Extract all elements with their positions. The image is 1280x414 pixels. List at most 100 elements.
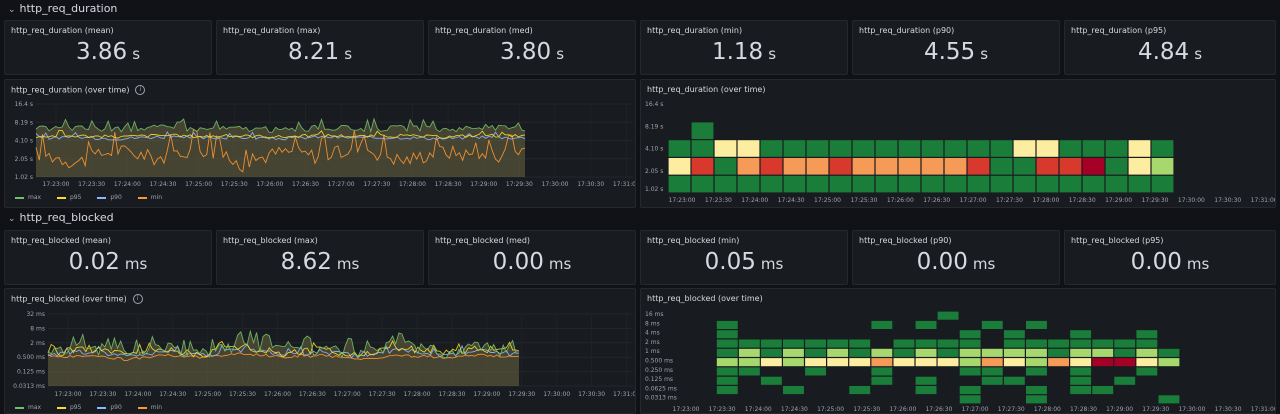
heatmap-cell [716, 367, 738, 376]
heatmap-cell [829, 175, 852, 193]
heatmap-cell [944, 175, 967, 193]
heatmap-cell [1105, 140, 1128, 157]
y-tick-label: 1.02 s [645, 186, 663, 193]
heatmap-cell [1026, 348, 1047, 357]
x-tick-label: 17:23:00 [673, 406, 700, 413]
x-tick-label: 17:30:30 [1214, 197, 1241, 204]
x-tick-label: 17:25:00 [194, 391, 221, 398]
heatmap-cell [871, 348, 893, 357]
heatmap-cell [1026, 395, 1047, 404]
heatmap-cell [716, 320, 738, 329]
x-tick-label: 17:25:00 [814, 197, 841, 204]
heatmap-cell [959, 348, 981, 357]
y-tick-label: 16.4 s [15, 101, 33, 108]
stat-panel-blocked-p90[interactable]: http_req_blocked (p90) 0.00 ms [852, 230, 1060, 285]
heatmap-cell [1003, 339, 1025, 348]
heatmap-cell [875, 140, 898, 157]
heatmap-cell [1082, 175, 1105, 193]
heatmap-cell [1013, 175, 1036, 193]
row-title: http_req_duration [19, 2, 118, 15]
legend-item-p95[interactable]: p95 [57, 404, 81, 411]
stat-panel-duration-p90[interactable]: http_req_duration (p90) 4.55 s [852, 20, 1060, 75]
heatmap-cell [871, 367, 893, 376]
x-tick-label: 17:25:30 [229, 391, 256, 398]
series-line-max [47, 329, 520, 360]
x-tick-label: 17:28:30 [438, 391, 465, 398]
x-tick-label: 17:31:00 [1251, 197, 1276, 204]
y-tick-label: 4.10 s [645, 146, 663, 153]
heatmap-cell [760, 339, 782, 348]
stat-panel-duration-min[interactable]: http_req_duration (min) 1.18 s [640, 20, 848, 75]
y-tick-label: 2 ms [645, 339, 660, 346]
legend-item-p90[interactable]: p90 [97, 194, 122, 201]
legend-item-p90[interactable]: p90 [97, 404, 122, 411]
panel-title: http_req_duration (max) [223, 26, 321, 35]
heatmap-cell [1114, 358, 1136, 367]
x-tick-label: 17:27:30 [998, 406, 1025, 413]
row-header-duration[interactable]: ⌄ http_req_duration [8, 1, 117, 17]
stat-panel-duration-max[interactable]: http_req_duration (max) 8.21 s [216, 20, 424, 75]
heatmap-cell [875, 158, 898, 175]
heatmap-cell [716, 348, 738, 357]
stat-panel-duration-p95[interactable]: http_req_duration (p95) 4.84 s [1064, 20, 1276, 75]
y-tick-label: 0.500 ms [645, 358, 673, 365]
heatmap-cell [937, 339, 959, 348]
x-tick-label: 17:23:00 [669, 197, 696, 204]
heatmap-cell [668, 175, 691, 193]
x-tick-label: 17:30:30 [1215, 406, 1242, 413]
heatmap-cell [967, 140, 990, 157]
x-tick-label: 17:28:30 [1070, 406, 1097, 413]
heatmap-cell [1070, 376, 1092, 385]
heatmap-cell [1082, 140, 1105, 157]
x-tick-label: 17:24:00 [124, 391, 151, 398]
y-tick-label: 4.10 s [15, 138, 33, 145]
heatmap-cell [875, 175, 898, 193]
heatmap-cell [1114, 376, 1136, 385]
stat-panel-blocked-p95[interactable]: http_req_blocked (p95) 0.00 ms [1064, 230, 1276, 285]
heatmap-cell [921, 158, 944, 175]
heatmap-cell [760, 140, 783, 157]
heatmap-cell [1070, 386, 1092, 395]
x-tick-label: 17:25:30 [221, 181, 248, 188]
series-area-fill [36, 118, 525, 177]
stat-panel-blocked-min[interactable]: http_req_blocked (min) 0.05 ms [640, 230, 848, 285]
timeseries-panel-duration[interactable]: http_req_duration (over time) i 16.4 s 8.1… [4, 79, 636, 208]
x-tick-label: 17:29:30 [1142, 406, 1169, 413]
stat-value: 4.55 s [923, 39, 989, 65]
x-tick-label: 17:27:00 [334, 391, 361, 398]
stat-panel-blocked-mean[interactable]: http_req_blocked (mean) 0.02 ms [4, 230, 212, 285]
stat-panel-blocked-med[interactable]: http_req_blocked (med) 0.00 ms [428, 230, 636, 285]
row-header-blocked[interactable]: ⌄ http_req_blocked [8, 210, 114, 226]
heatmap-cell [1114, 348, 1136, 357]
info-icon[interactable]: i [135, 85, 146, 95]
legend-item-p95[interactable]: p95 [57, 194, 81, 201]
heatmap-panel-blocked[interactable]: http_req_blocked (over time) 16 ms 8 ms 4 … [640, 288, 1276, 414]
x-tick-label: 17:23:30 [78, 181, 105, 188]
timeseries-panel-blocked[interactable]: http_req_blocked (over time) i 32 ms 8 ms 2… [4, 288, 636, 414]
info-icon[interactable]: i [132, 294, 143, 304]
heatmap-cell [760, 158, 783, 175]
legend-item-max[interactable]: max [15, 404, 41, 411]
stat-panel-blocked-max[interactable]: http_req_blocked (max) 8.62 ms [216, 230, 424, 285]
x-tick-label: 17:28:00 [1032, 197, 1059, 204]
stat-panel-duration-med[interactable]: http_req_duration (med) 3.80 s [428, 20, 636, 75]
x-tick-label: 17:24:30 [778, 197, 805, 204]
stat-value: 0.05 ms [704, 249, 784, 275]
x-tick-label: 17:27:00 [960, 197, 987, 204]
heatmap-chart: 16.4 s 8.19 s 4.10 s 2.05 s 1.02 s 17:23:00 17… [645, 101, 1276, 204]
heatmap-panel-duration[interactable]: http_req_duration (over time) 16.4 s 8.19… [640, 79, 1276, 208]
heatmap-cell [871, 358, 893, 367]
series-line-p90 [35, 130, 526, 141]
heatmap-cell [716, 376, 738, 385]
heatmap-cell [967, 158, 990, 175]
legend-item-min[interactable]: min [137, 404, 162, 411]
heatmap-cell [959, 339, 981, 348]
heatmap-cell [1136, 339, 1158, 348]
stat-panel-duration-mean[interactable]: http_req_duration (mean) 3.86 s [4, 20, 212, 75]
legend-item-min[interactable]: min [137, 194, 162, 201]
heatmap-cell [1026, 386, 1047, 395]
heatmap-cell [1114, 339, 1136, 348]
legend-item-max[interactable]: max [15, 194, 41, 201]
x-tick-label: 17:24:00 [741, 197, 768, 204]
heatmap-cell [1059, 175, 1082, 193]
